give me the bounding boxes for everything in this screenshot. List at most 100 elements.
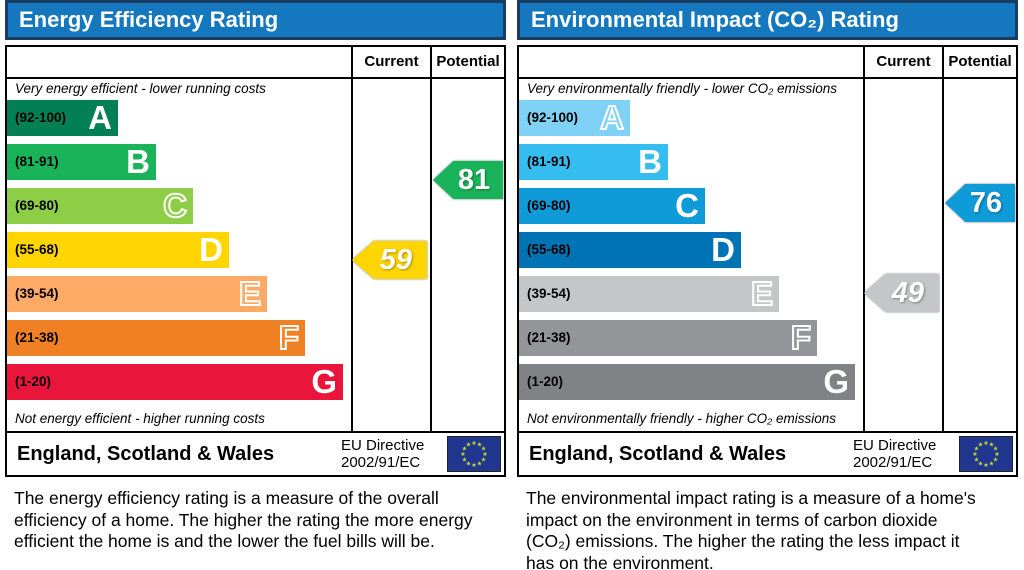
band-range-label: (92-100) xyxy=(15,110,67,125)
current-column-divider xyxy=(351,47,353,431)
rating-bands: (92-100) A (81-91) B (69-80) C (55-68) D… xyxy=(7,100,343,400)
panel-title: Energy Efficiency Rating xyxy=(19,7,279,32)
band-range-label: (81-91) xyxy=(527,154,571,169)
potential-rating-value-shape: 81 xyxy=(433,161,503,199)
rating-band-bar: (55-68) D xyxy=(519,232,741,268)
rating-band-bar: (69-80) C xyxy=(7,187,193,225)
rating-band-row: (81-91) B xyxy=(7,144,343,180)
rating-band-bar: (81-91) B xyxy=(7,144,156,180)
potential-column-header: Potential xyxy=(436,53,500,70)
footer-row: England, Scotland & Wales EU Directive 2… xyxy=(519,433,1016,475)
potential-rating-value: 76 xyxy=(969,186,1003,219)
potential-rating-value-shape: 76 xyxy=(945,184,1015,222)
band-letter: G xyxy=(311,363,337,400)
band-range-label: (39-54) xyxy=(15,286,59,301)
current-column-header: Current xyxy=(876,53,931,70)
band-range-label: (1-20) xyxy=(15,374,52,389)
energy-efficiency-title-bar: Energy Efficiency Rating xyxy=(5,0,506,40)
region-label: England, Scotland & Wales xyxy=(17,443,275,465)
eu-flag-icon xyxy=(447,436,501,472)
eu-flag-icon xyxy=(959,436,1013,472)
header-divider-line xyxy=(7,77,504,79)
footer-divider-line xyxy=(519,431,1016,433)
band-letter: E xyxy=(750,275,774,313)
band-letter: A xyxy=(88,99,112,136)
rating-band-row: (39-54) E xyxy=(7,275,343,313)
rating-band-bar: (21-38) F xyxy=(7,319,305,357)
band-range-label: (39-54) xyxy=(527,286,571,301)
band-range-label: (81-91) xyxy=(15,154,59,169)
footer-divider-line xyxy=(7,431,504,433)
energy-efficiency-panel: Energy Efficiency Rating Current Potenti… xyxy=(5,0,506,477)
energy-rating-table: Current Potential Very energy efficient … xyxy=(5,45,506,477)
rating-band-bar: (69-80) C xyxy=(519,188,705,224)
rating-band-row: (69-80) C xyxy=(7,187,343,225)
panel-title: Environmental Impact (CO₂) Rating xyxy=(531,7,899,32)
band-letter: G xyxy=(823,363,849,400)
top-note: Very energy efficient - lower running co… xyxy=(15,81,266,96)
band-letter: C xyxy=(675,187,699,224)
rating-band-row: (92-100) A xyxy=(7,100,343,136)
environmental-impact-title-bar: Environmental Impact (CO₂) Rating xyxy=(517,0,1018,40)
band-range-label: (1-20) xyxy=(527,374,564,389)
rating-band-bar: (39-54) E xyxy=(7,275,267,313)
rating-band-row: (55-68) D xyxy=(519,232,855,268)
environmental-rating-table: Current Potential Very environmentally f… xyxy=(517,45,1018,477)
eu-directive-label: EU Directive 2002/91/EC xyxy=(853,437,936,471)
current-rating-arrow: 59 xyxy=(352,241,427,279)
energy-description: The energy efficiency rating is a measur… xyxy=(14,488,473,551)
rating-band-row: (39-54) E xyxy=(519,275,855,313)
current-rating-value-shape: 59 xyxy=(352,241,427,279)
potential-column-header: Potential xyxy=(948,53,1012,70)
current-rating-value-shape: 49 xyxy=(864,274,939,312)
band-letter: A xyxy=(599,99,625,137)
rating-band-row: (1-20) G xyxy=(7,364,343,400)
band-letter: B xyxy=(126,143,150,180)
rating-band-row: (92-100) A xyxy=(519,99,855,137)
header-divider-line xyxy=(519,77,1016,79)
eu-directive-line2: 2002/91/EC xyxy=(853,454,933,471)
eu-directive-label: EU Directive 2002/91/EC xyxy=(341,437,424,471)
band-letter: B xyxy=(638,143,662,180)
current-column-header: Current xyxy=(364,53,419,70)
environmental-description: The environmental impact rating is a mea… xyxy=(526,488,976,570)
potential-rating-arrow: 81 xyxy=(433,161,503,199)
rating-bands: (92-100) A (81-91) B (69-80) C (55-68) D… xyxy=(519,99,855,400)
bottom-note: Not environmentally friendly - higher CO… xyxy=(527,411,837,426)
rating-band-row: (69-80) C xyxy=(519,188,855,224)
rating-band-bar: (81-91) B xyxy=(519,144,668,180)
band-letter: F xyxy=(278,319,300,357)
eu-directive-line1: EU Directive xyxy=(341,437,425,454)
band-range-label: (69-80) xyxy=(15,198,59,213)
footer-row: England, Scotland & Wales EU Directive 2… xyxy=(7,433,504,475)
eu-directive-line1: EU Directive xyxy=(853,437,937,454)
band-range-label: (21-38) xyxy=(527,330,571,345)
rating-band-bar: (55-68) D xyxy=(7,232,229,268)
rating-band-row: (1-20) G xyxy=(519,364,855,400)
rating-band-bar: (21-38) F xyxy=(519,319,817,357)
rating-band-row: (55-68) D xyxy=(7,232,343,268)
current-rating-value: 49 xyxy=(891,276,924,309)
eu-directive-line2: 2002/91/EC xyxy=(341,454,421,471)
band-letter: D xyxy=(199,231,223,268)
band-range-label: (92-100) xyxy=(527,110,579,125)
rating-band-bar: (1-20) G xyxy=(519,364,855,400)
band-letter: D xyxy=(711,231,735,268)
band-range-label: (55-68) xyxy=(527,242,571,257)
band-range-label: (69-80) xyxy=(527,198,571,213)
rating-band-bar: (92-100) A xyxy=(519,99,630,137)
potential-column-divider xyxy=(430,47,432,431)
current-column-divider xyxy=(863,47,865,431)
band-range-label: (55-68) xyxy=(15,242,59,257)
region-label: England, Scotland & Wales xyxy=(529,443,787,465)
rating-band-bar: (1-20) G xyxy=(7,364,343,400)
potential-column-divider xyxy=(942,47,944,431)
environmental-impact-panel: Environmental Impact (CO₂) Rating Curren… xyxy=(517,0,1018,477)
top-note: Very environmentally friendly - lower CO… xyxy=(527,81,837,96)
rating-band-row: (21-38) F xyxy=(7,319,343,357)
band-letter: C xyxy=(162,187,188,225)
rating-band-row: (81-91) B xyxy=(519,144,855,180)
band-letter: F xyxy=(790,319,812,357)
potential-rating-arrow: 76 xyxy=(945,184,1015,222)
